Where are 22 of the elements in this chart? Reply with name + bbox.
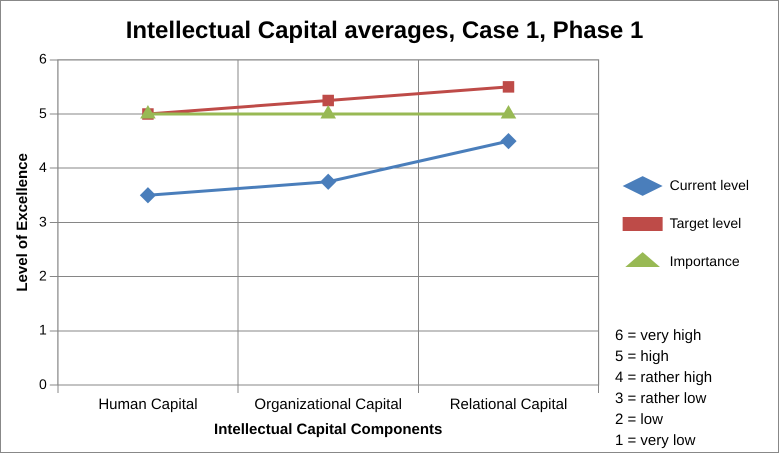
text: 2 = low xyxy=(615,411,664,428)
y-tick-label: 5 xyxy=(38,104,47,121)
legend-label: Target level xyxy=(670,214,742,231)
text: 5 = high xyxy=(615,348,669,365)
y-tick-label: 6 xyxy=(38,50,47,67)
y-tick-label: 0 xyxy=(38,376,47,392)
text: 3 = rather low xyxy=(615,390,706,407)
legend-label: Current level xyxy=(670,176,750,193)
x-tick-label: Relational Capital xyxy=(450,396,568,414)
x-tick-label: Organizational Capital xyxy=(254,396,402,414)
y-tick-label: 4 xyxy=(38,159,47,176)
x-axis-title: Intellectual Capital Components xyxy=(214,421,442,438)
legend-label: Importance xyxy=(670,252,740,269)
text: 4 = rather high xyxy=(615,369,712,386)
text: 6 = very high xyxy=(615,327,702,344)
y-axis-title: Level of Excellence xyxy=(14,153,32,292)
y-tick-label: 2 xyxy=(38,267,47,284)
x-tick-label: Human Capital xyxy=(98,396,198,414)
chart-title: Intellectual Capital averages, Case 1, Phase 1 xyxy=(126,17,644,44)
text: 1 = very low xyxy=(615,432,696,449)
y-tick-label: 1 xyxy=(38,322,47,338)
y-tick-label: 3 xyxy=(38,213,47,230)
